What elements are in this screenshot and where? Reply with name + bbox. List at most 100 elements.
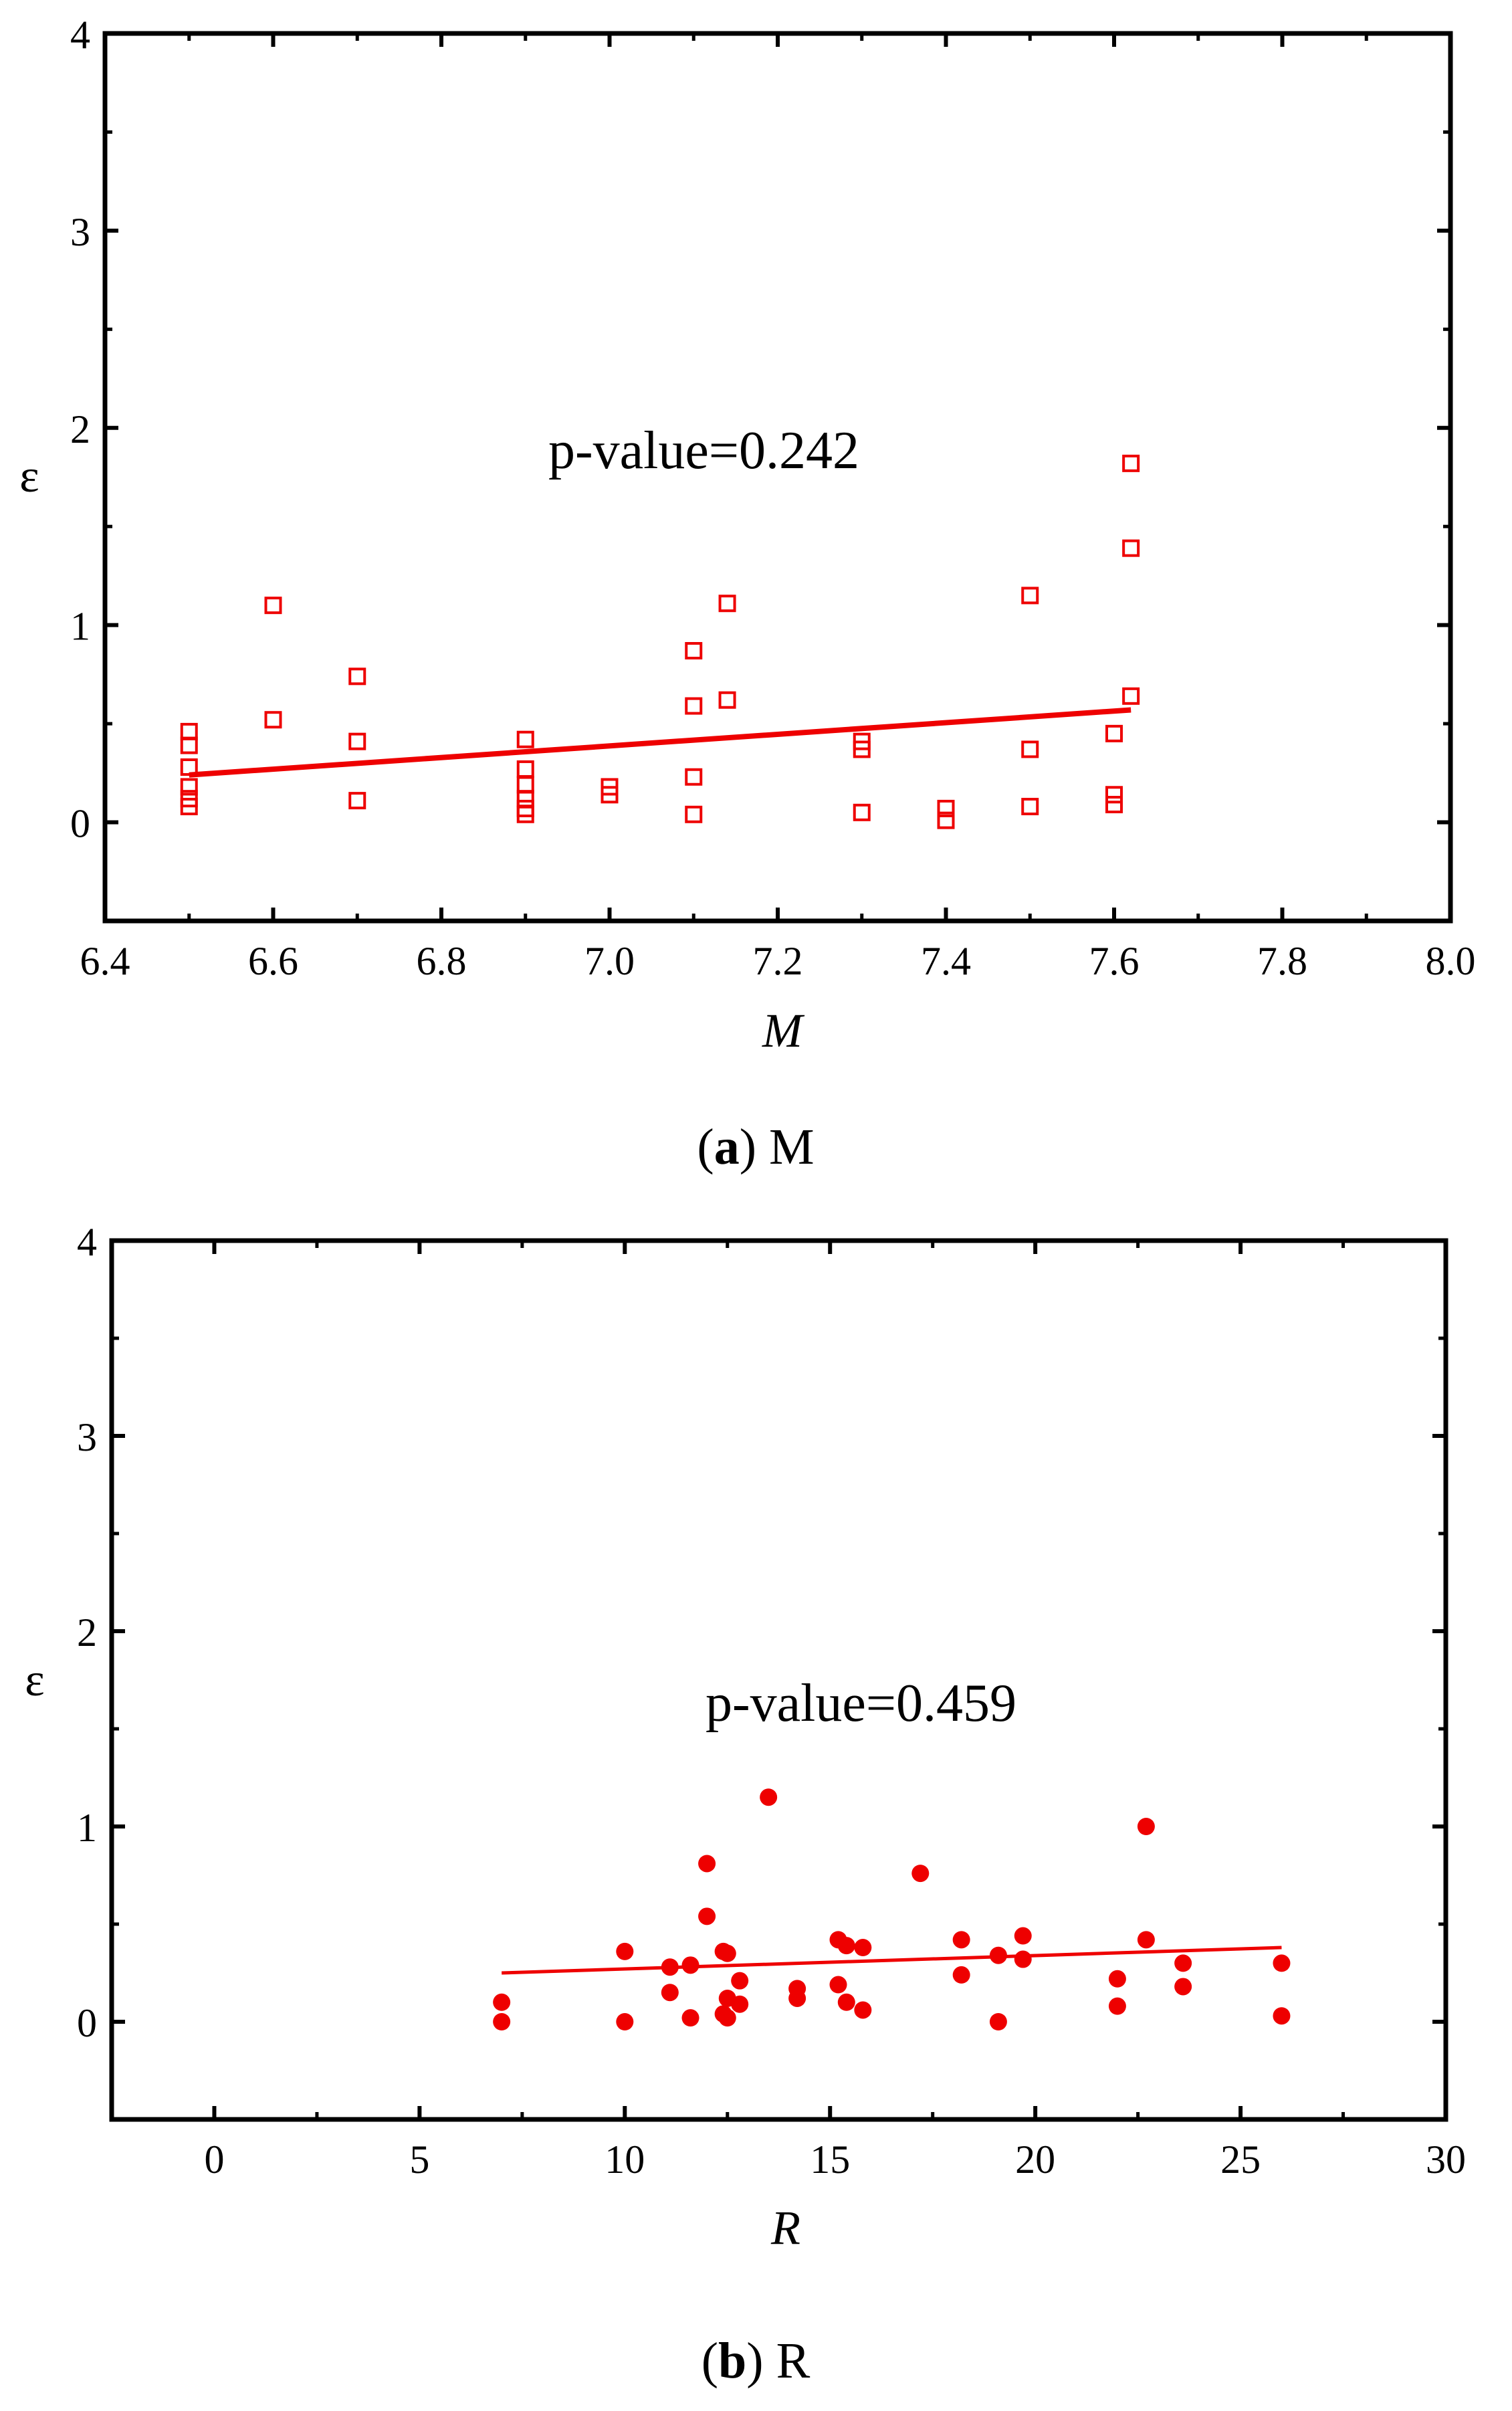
panel-b-axis-ticks: 0 5 10 15 20 25 30 0 1 2 3 4 — [77, 1220, 1466, 2182]
panel-b-caption-text: R — [776, 2333, 811, 2389]
panel-a-x-tick-label: 6.4 — [80, 939, 130, 983]
panel-a-data-point — [937, 799, 955, 817]
panel-a-data-point — [1105, 786, 1123, 804]
panel-a-y-tick-label: 2 — [70, 407, 90, 451]
panel-b-data-point — [1273, 2007, 1291, 2025]
panel-b-data-point — [1137, 1931, 1155, 1949]
panel-b-data-point — [837, 1937, 855, 1955]
panel-a-y-tick-label: 3 — [70, 210, 90, 254]
panel-b-data-point — [661, 1984, 679, 2002]
panel-b-x-tick-label: 25 — [1220, 2137, 1261, 2182]
panel-a-data-point — [685, 768, 703, 786]
panel-a-data-point — [180, 736, 198, 754]
panel-a-data-point — [516, 799, 534, 817]
panel-a-data-point — [348, 667, 366, 686]
panel-b-data-point — [681, 1956, 699, 1974]
panel-a-fit-line — [189, 707, 1131, 778]
panel-a-caption-text: M — [769, 1119, 815, 1175]
panel-a-y-axis-title: ε — [19, 451, 39, 502]
panel-a-data-point — [1021, 587, 1039, 605]
panel-a-data-point — [1105, 796, 1123, 814]
panel-a-data-point — [1122, 687, 1140, 705]
panel-a-data-point — [348, 792, 366, 810]
panel-b-x-tick-label: 10 — [605, 2137, 645, 2182]
panel-b-data-point — [616, 1942, 634, 1960]
panel-b-y-tick-label: 2 — [77, 1610, 97, 1655]
panel-b-data-point — [1014, 1950, 1032, 1968]
panel-b-p-value-annotation: p-value=0.459 — [706, 1674, 1016, 1733]
panel-b-x-tick-label: 20 — [1015, 2137, 1055, 2182]
panel-a-data-point — [685, 697, 703, 715]
panel-a-x-tick-label: 6.8 — [417, 939, 467, 983]
panel-b-data-point — [698, 1855, 716, 1873]
panel-a-data-point — [718, 691, 736, 709]
panel-b-data-point — [989, 2013, 1007, 2030]
panel-a-caption: (a) M — [697, 1119, 814, 1175]
panel-b-data-point — [1174, 1954, 1192, 1972]
panel-a-data-point — [1105, 724, 1123, 742]
panel-b-data-point — [493, 1993, 511, 2011]
panel-b-x-tick-label: 30 — [1426, 2137, 1466, 2182]
panel-b-data-point — [661, 1958, 679, 1976]
panel-a-data-point — [180, 797, 198, 815]
panel-b-data-point — [681, 2009, 699, 2027]
panel-a-x-tick-label: 7.2 — [753, 939, 803, 983]
panel-b-x-tick-label: 5 — [409, 2137, 429, 2182]
panel-b-y-tick-label: 0 — [77, 2001, 97, 2045]
panel-b-chart: 0 5 10 15 20 25 30 0 1 2 3 4 R ε p-value=0.459 (b) … — [25, 1220, 1466, 2389]
panel-b-data-point — [952, 1931, 970, 1949]
panel-a-axis-ticks: 6.4 6.6 6.8 7.0 7.2 7.4 7.6 7.8 8.0 0 1 2 3 4 — [70, 13, 1476, 983]
panel-a-chart: 6.4 6.6 6.8 7.0 7.2 7.4 7.6 7.8 8.0 0 1 2 3 4 M ε p-v… — [19, 13, 1475, 1175]
panel-a-x-tick-label: 7.4 — [921, 939, 971, 983]
panel-a-y-tick-label: 4 — [70, 13, 90, 57]
panel-a-data-point — [601, 786, 619, 804]
panel-b-y-axis-title: ε — [25, 1655, 44, 1706]
panel-b-data-point — [760, 1788, 778, 1806]
panel-b-data-point — [731, 1995, 749, 2013]
panel-a-data-point — [516, 730, 534, 748]
panel-a-data-point — [516, 805, 534, 823]
panel-b-y-tick-label: 3 — [77, 1415, 97, 1459]
panel-b-x-tick-label: 0 — [204, 2137, 224, 2182]
panel-b-data-point — [731, 1972, 749, 1990]
panel-a-data-point — [1122, 539, 1140, 557]
panel-b-data-point — [1108, 1997, 1126, 2015]
panel-b-data-point — [911, 1865, 930, 1883]
panel-a-data-point — [1021, 797, 1039, 815]
panel-b-data-point — [1174, 1978, 1192, 1996]
panel-b-x-axis-title: R — [770, 2201, 800, 2255]
panel-a-data-point — [264, 711, 282, 729]
panel-a-data-point — [853, 803, 871, 821]
panel-b-fit-layer — [502, 1946, 1282, 1975]
panel-b-data-point — [616, 2013, 634, 2030]
panel-a-points — [180, 454, 1140, 829]
panel-a-x-tick-label: 7.6 — [1089, 939, 1140, 983]
panel-b-y-tick-label: 4 — [77, 1220, 97, 1264]
panel-a-data-point — [718, 595, 736, 613]
panel-b-data-point — [854, 1939, 872, 1957]
panel-b-data-point — [1273, 1954, 1291, 1972]
panel-b-data-point — [1137, 1818, 1155, 1835]
panel-b-plot-frame — [109, 1238, 1448, 2122]
panel-b-data-point — [493, 2013, 511, 2030]
panel-a-x-tick-label: 6.6 — [248, 939, 298, 983]
panel-a-x-tick-label: 8.0 — [1426, 939, 1476, 983]
panel-b-caption: (b) R — [701, 2333, 811, 2389]
panel-b-data-point — [854, 2001, 872, 2019]
panel-a-y-tick-label: 0 — [70, 802, 90, 846]
panel-b-data-point — [718, 2009, 736, 2027]
panel-b-data-point — [1108, 1970, 1126, 1988]
panel-b-fit-line — [502, 1946, 1282, 1975]
panel-a-data-point — [348, 732, 366, 750]
panel-a-y-tick-label: 1 — [70, 605, 90, 649]
panel-a-data-point — [685, 805, 703, 823]
panel-a-caption-letter: a — [714, 1119, 740, 1175]
panel-a-x-tick-label: 7.0 — [584, 939, 635, 983]
panel-a-data-point — [264, 597, 282, 615]
panel-b-data-point — [698, 1907, 716, 1925]
panel-a-data-point — [1021, 740, 1039, 758]
panel-a-p-value-annotation: p-value=0.242 — [548, 421, 859, 480]
panel-b-data-point — [788, 1989, 806, 2007]
panel-b-points — [493, 1788, 1291, 2030]
